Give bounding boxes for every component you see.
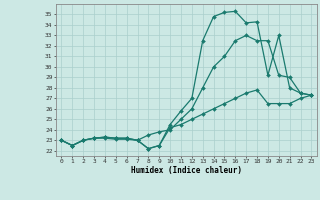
X-axis label: Humidex (Indice chaleur): Humidex (Indice chaleur) (131, 166, 242, 175)
